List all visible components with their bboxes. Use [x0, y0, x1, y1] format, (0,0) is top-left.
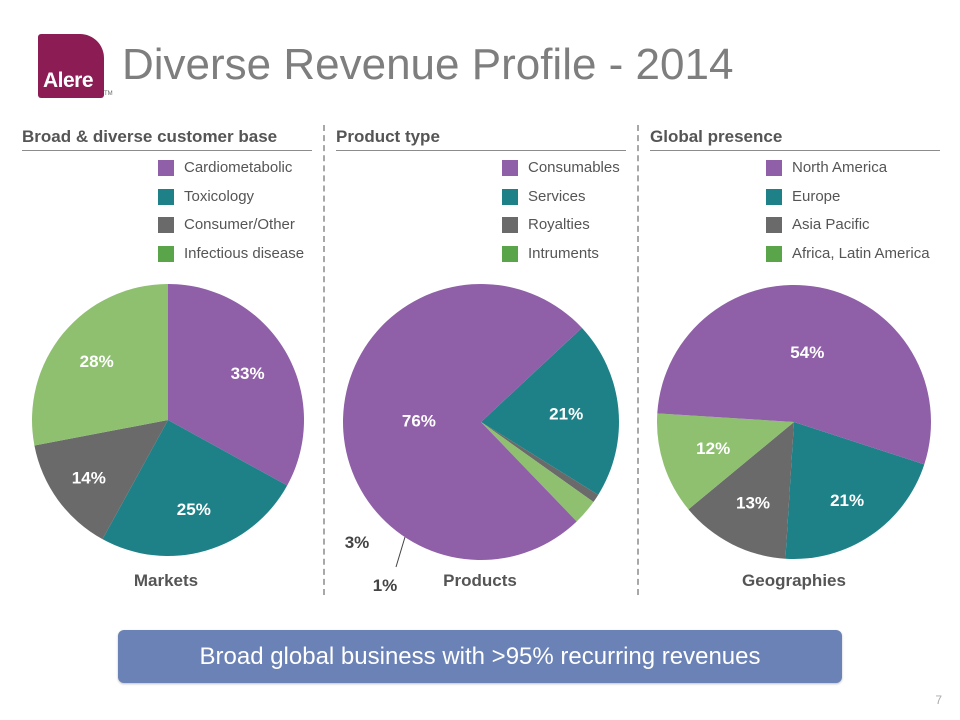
legend-swatch [158, 217, 174, 233]
legend-label: Europe [792, 187, 841, 205]
leader-line [395, 536, 406, 568]
legend-swatch [502, 188, 518, 205]
section-rule-markets [22, 150, 312, 151]
data-label: 3% [345, 533, 370, 552]
data-label: 21% [549, 405, 583, 424]
data-label: 14% [72, 469, 106, 488]
data-label: 1% [373, 576, 398, 595]
data-label: 25% [177, 500, 211, 519]
legend-label: Toxicology [184, 187, 255, 205]
pie-slice-africa-latin-america [656, 413, 794, 510]
pie-slice-royalties [481, 422, 599, 502]
pie-slice-intruments [481, 422, 594, 522]
legend-swatch [766, 217, 782, 233]
page-number: 7 [935, 693, 942, 707]
chart-name-markets: Markets [133, 571, 199, 590]
data-label: 54% [790, 343, 824, 362]
legend-label: Africa, Latin America [792, 244, 930, 262]
legend-swatch [766, 160, 782, 176]
pie-slice-north-america [657, 284, 932, 465]
legend-label: Infectious disease [184, 244, 305, 262]
legend-swatch [766, 245, 782, 262]
section-title-geographies: Global presence [650, 127, 783, 146]
page-title: Diverse Revenue Profile - 2014 [122, 40, 734, 89]
legend-swatch [158, 245, 174, 262]
section-rule-products [336, 150, 626, 151]
legend-label: Consumables [528, 159, 620, 176]
pie-slice-cardiometabolic [168, 284, 305, 486]
pie-slice-asia-pacific [688, 422, 794, 559]
products-pie-chart: 21% 1% 3% 76% [343, 283, 620, 595]
markets-pie-chart: 33% 25% 14% 28% [32, 284, 305, 557]
legend-label: Cardiometabolic [184, 159, 293, 176]
legend-label: North America [792, 159, 888, 176]
section-title-products: Product type [336, 127, 440, 146]
section-rule-geographies [650, 150, 940, 151]
column-separator [637, 125, 639, 595]
legend-label: Asia Pacific [792, 216, 870, 233]
chart-name-geographies: Geographies [742, 571, 846, 590]
geographies-pie-chart: 21% 13% 12% 54% [656, 284, 932, 559]
pie-slice-services [481, 327, 620, 495]
pie-slice-consumables [343, 283, 582, 560]
legend-swatch [158, 160, 174, 176]
legend-label: Intruments [528, 244, 599, 262]
pie-slice-consumer-other [34, 420, 168, 540]
data-label: 28% [80, 352, 114, 371]
logo-trademark: TM [104, 91, 113, 97]
pie-slice-europe [785, 422, 925, 559]
data-label: 13% [736, 494, 770, 513]
legend-swatch [502, 245, 518, 262]
legend-swatch [766, 188, 782, 205]
pie-slice-toxicology [102, 420, 288, 557]
pie-slice-infectious-disease [32, 284, 169, 446]
data-label: 33% [231, 364, 265, 383]
legend-swatch [502, 160, 518, 176]
logo-text: Alere [43, 69, 94, 92]
section-title-markets: Broad & diverse customer base [22, 127, 278, 146]
data-label: 12% [696, 439, 730, 458]
chart-name-products: Products [443, 571, 517, 590]
summary-banner: Broad global business with >95% recurrin… [118, 630, 842, 683]
alere-logo: Alere [38, 34, 104, 98]
legend-swatch [158, 188, 174, 205]
data-label: 21% [830, 491, 864, 510]
data-label: 76% [402, 411, 436, 430]
legend-label: Royalties [528, 216, 590, 233]
legend-label: Consumer/Other [184, 216, 295, 233]
legend-swatch [502, 217, 518, 233]
column-separator [323, 125, 325, 595]
legend-label: Services [528, 187, 586, 205]
